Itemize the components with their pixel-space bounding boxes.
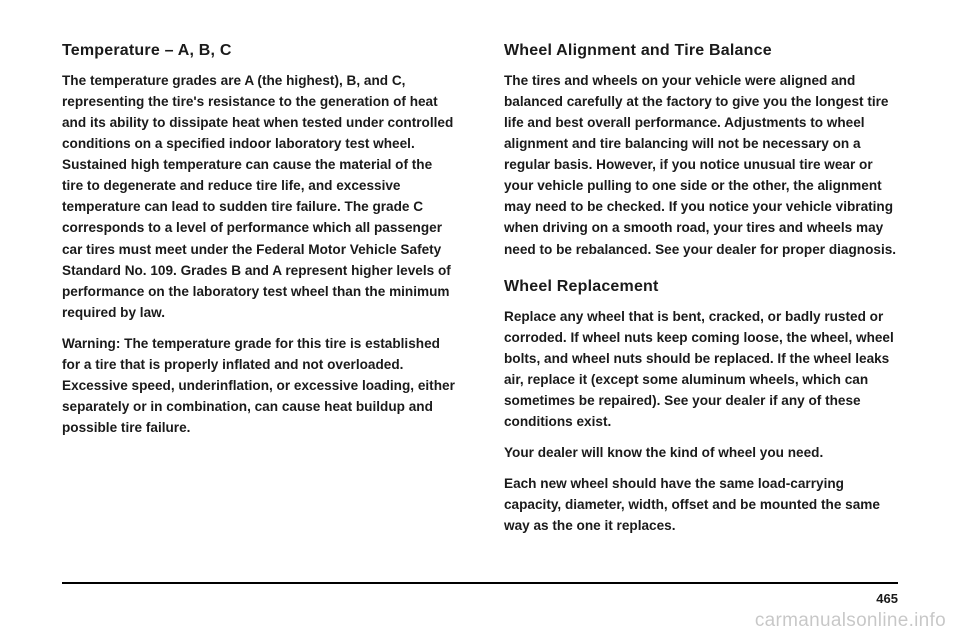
section-heading-replacement: Wheel Replacement	[504, 278, 898, 296]
paragraph: Each new wheel should have the same load…	[504, 473, 898, 536]
right-column: Wheel Alignment and Tire Balance The tir…	[504, 42, 898, 546]
paragraph: The temperature grades are A (the highes…	[62, 70, 456, 323]
section-heading-temperature: Temperature – A, B, C	[62, 42, 456, 60]
paragraph: Your dealer will know the kind of wheel …	[504, 442, 898, 463]
two-column-layout: Temperature – A, B, C The temperature gr…	[62, 42, 898, 546]
manual-page: Temperature – A, B, C The temperature gr…	[0, 0, 960, 640]
paragraph: The tires and wheels on your vehicle wer…	[504, 70, 898, 260]
footer-divider	[62, 582, 898, 584]
paragraph: Replace any wheel that is bent, cracked,…	[504, 306, 898, 432]
paragraph-warning: Warning: The temperature grade for this …	[62, 333, 456, 438]
left-column: Temperature – A, B, C The temperature gr…	[62, 42, 456, 546]
watermark-text: carmanualsonline.info	[755, 610, 946, 632]
section-heading-alignment: Wheel Alignment and Tire Balance	[504, 42, 898, 60]
page-number: 465	[876, 591, 898, 606]
